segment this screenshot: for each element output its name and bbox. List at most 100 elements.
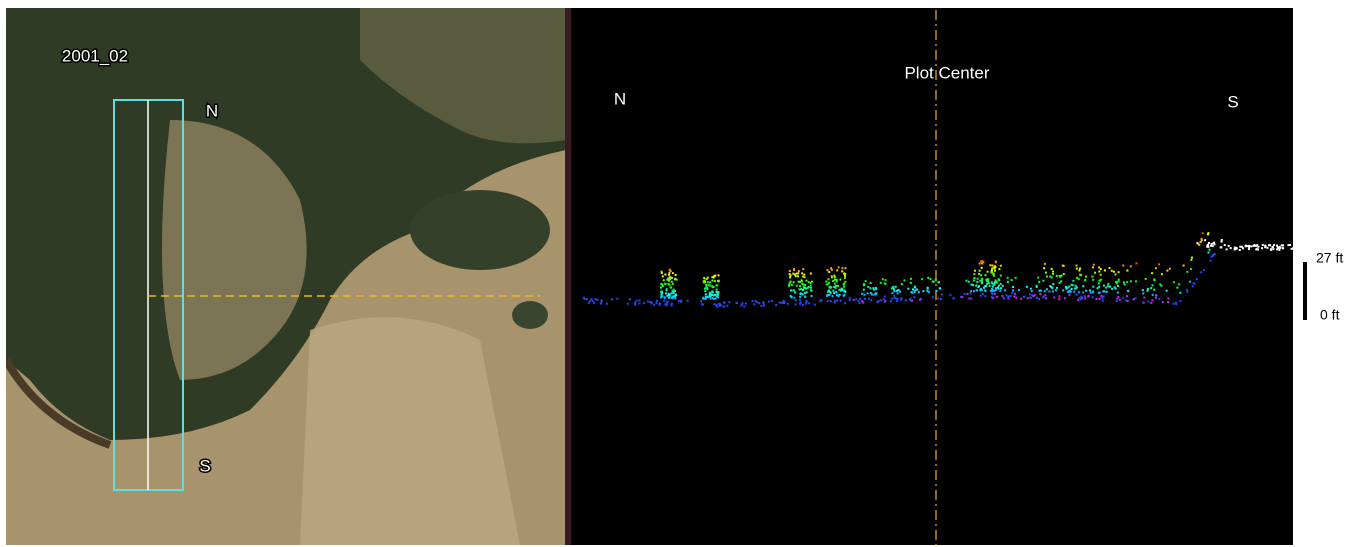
- ground-point: [760, 305, 762, 307]
- ground-point: [1203, 269, 1205, 271]
- vegetation-point: [834, 279, 836, 281]
- ground-point: [968, 298, 970, 300]
- vegetation-point: [711, 294, 713, 296]
- out-of-range-point: [1269, 244, 1271, 246]
- vegetation-point: [675, 274, 677, 276]
- out-of-range-point: [1261, 247, 1263, 249]
- out-of-range-point: [1250, 245, 1252, 247]
- ground-point: [805, 300, 807, 302]
- vegetation-point: [1183, 265, 1185, 267]
- vegetation-point: [841, 270, 843, 272]
- ground-point: [891, 298, 893, 300]
- vegetation-point: [708, 284, 710, 286]
- vegetation-point: [795, 275, 797, 277]
- vegetation-point: [712, 297, 714, 299]
- ground-point: [1076, 294, 1078, 296]
- vegetation-point: [893, 288, 895, 290]
- out-of-range-point: [1245, 245, 1247, 247]
- vegetation-point: [672, 297, 674, 299]
- ground-point: [964, 293, 966, 295]
- vegetation-point: [1045, 272, 1047, 274]
- vegetation-point: [793, 297, 795, 299]
- vegetation-point: [1073, 291, 1075, 293]
- vegetation-point: [1076, 287, 1078, 289]
- vegetation-point: [841, 289, 843, 291]
- vegetation-point: [1002, 285, 1004, 287]
- ground-point: [1014, 293, 1016, 295]
- vegetation-point: [1142, 293, 1144, 295]
- scale-top-label: 27 ft: [1316, 250, 1343, 266]
- north-label: N: [206, 101, 218, 120]
- vegetation-point: [1000, 265, 1002, 267]
- vegetation-point: [915, 289, 917, 291]
- vegetation-point: [791, 284, 793, 286]
- vegetation-point: [1026, 286, 1028, 288]
- ground-point: [1196, 278, 1198, 280]
- ground-point: [1029, 293, 1031, 295]
- ground-point: [900, 299, 902, 301]
- vegetation-point: [715, 298, 717, 300]
- ground-point: [634, 302, 636, 304]
- ground-point: [1143, 297, 1145, 299]
- out-of-range-point: [1271, 246, 1273, 248]
- ground-point: [755, 300, 757, 302]
- vegetation-point: [661, 272, 663, 274]
- vegetation-point: [1150, 287, 1152, 289]
- ground-point: [1015, 297, 1017, 299]
- vegetation-point: [1201, 239, 1203, 241]
- vegetation-point: [672, 272, 674, 274]
- ground-point: [771, 300, 773, 302]
- vegetation-point: [1030, 288, 1032, 290]
- vegetation-point: [810, 290, 812, 292]
- out-of-range-point: [1272, 248, 1274, 250]
- vegetation-point: [991, 269, 993, 271]
- vegetation-point: [704, 281, 706, 283]
- vegetation-point: [1043, 267, 1045, 269]
- vegetation-point: [1124, 283, 1126, 285]
- vegetation-point: [835, 285, 837, 287]
- vegetation-point: [1046, 288, 1048, 290]
- vegetation-point: [918, 291, 920, 293]
- vegetation-point: [806, 291, 808, 293]
- ground-point: [991, 296, 993, 298]
- ground-point: [1010, 295, 1012, 297]
- ground-point: [752, 300, 754, 302]
- vegetation-point: [1098, 271, 1100, 273]
- vegetation-point: [999, 290, 1001, 292]
- ground-point: [844, 302, 846, 304]
- vegetation-point: [706, 284, 708, 286]
- vegetation-point: [711, 276, 713, 278]
- ground-point: [1133, 298, 1135, 300]
- vegetation-point: [927, 287, 929, 289]
- ground-point: [753, 303, 755, 305]
- vegetation-point: [789, 273, 791, 275]
- vegetation-point: [793, 289, 795, 291]
- ground-point: [727, 305, 729, 307]
- ground-point: [1002, 297, 1004, 299]
- vegetation-point: [1060, 280, 1062, 282]
- ground-point: [911, 300, 913, 302]
- vegetation-point: [1056, 275, 1058, 277]
- vegetation-point: [801, 283, 803, 285]
- out-of-range-point: [1262, 244, 1264, 246]
- vegetation-point: [834, 283, 836, 285]
- ground-point: [950, 294, 952, 296]
- vegetation-point: [992, 286, 994, 288]
- divider: [565, 8, 571, 545]
- ground-point: [1186, 291, 1188, 293]
- vegetation-point: [799, 293, 801, 295]
- vegetation-point: [1152, 294, 1154, 296]
- ground-point: [639, 303, 641, 305]
- vegetation-point: [1207, 233, 1209, 235]
- ground-point: [1117, 296, 1119, 298]
- out-of-range-point: [1248, 245, 1250, 247]
- ground-point: [858, 300, 860, 302]
- vegetation-point: [981, 289, 983, 291]
- ground-point: [671, 303, 673, 305]
- vegetation-point: [669, 296, 671, 298]
- vegetation-point: [1011, 279, 1013, 281]
- ground-point: [687, 300, 689, 302]
- out-of-range-point: [1276, 245, 1278, 247]
- vegetation-point: [799, 285, 801, 287]
- vegetation-point: [1076, 265, 1078, 267]
